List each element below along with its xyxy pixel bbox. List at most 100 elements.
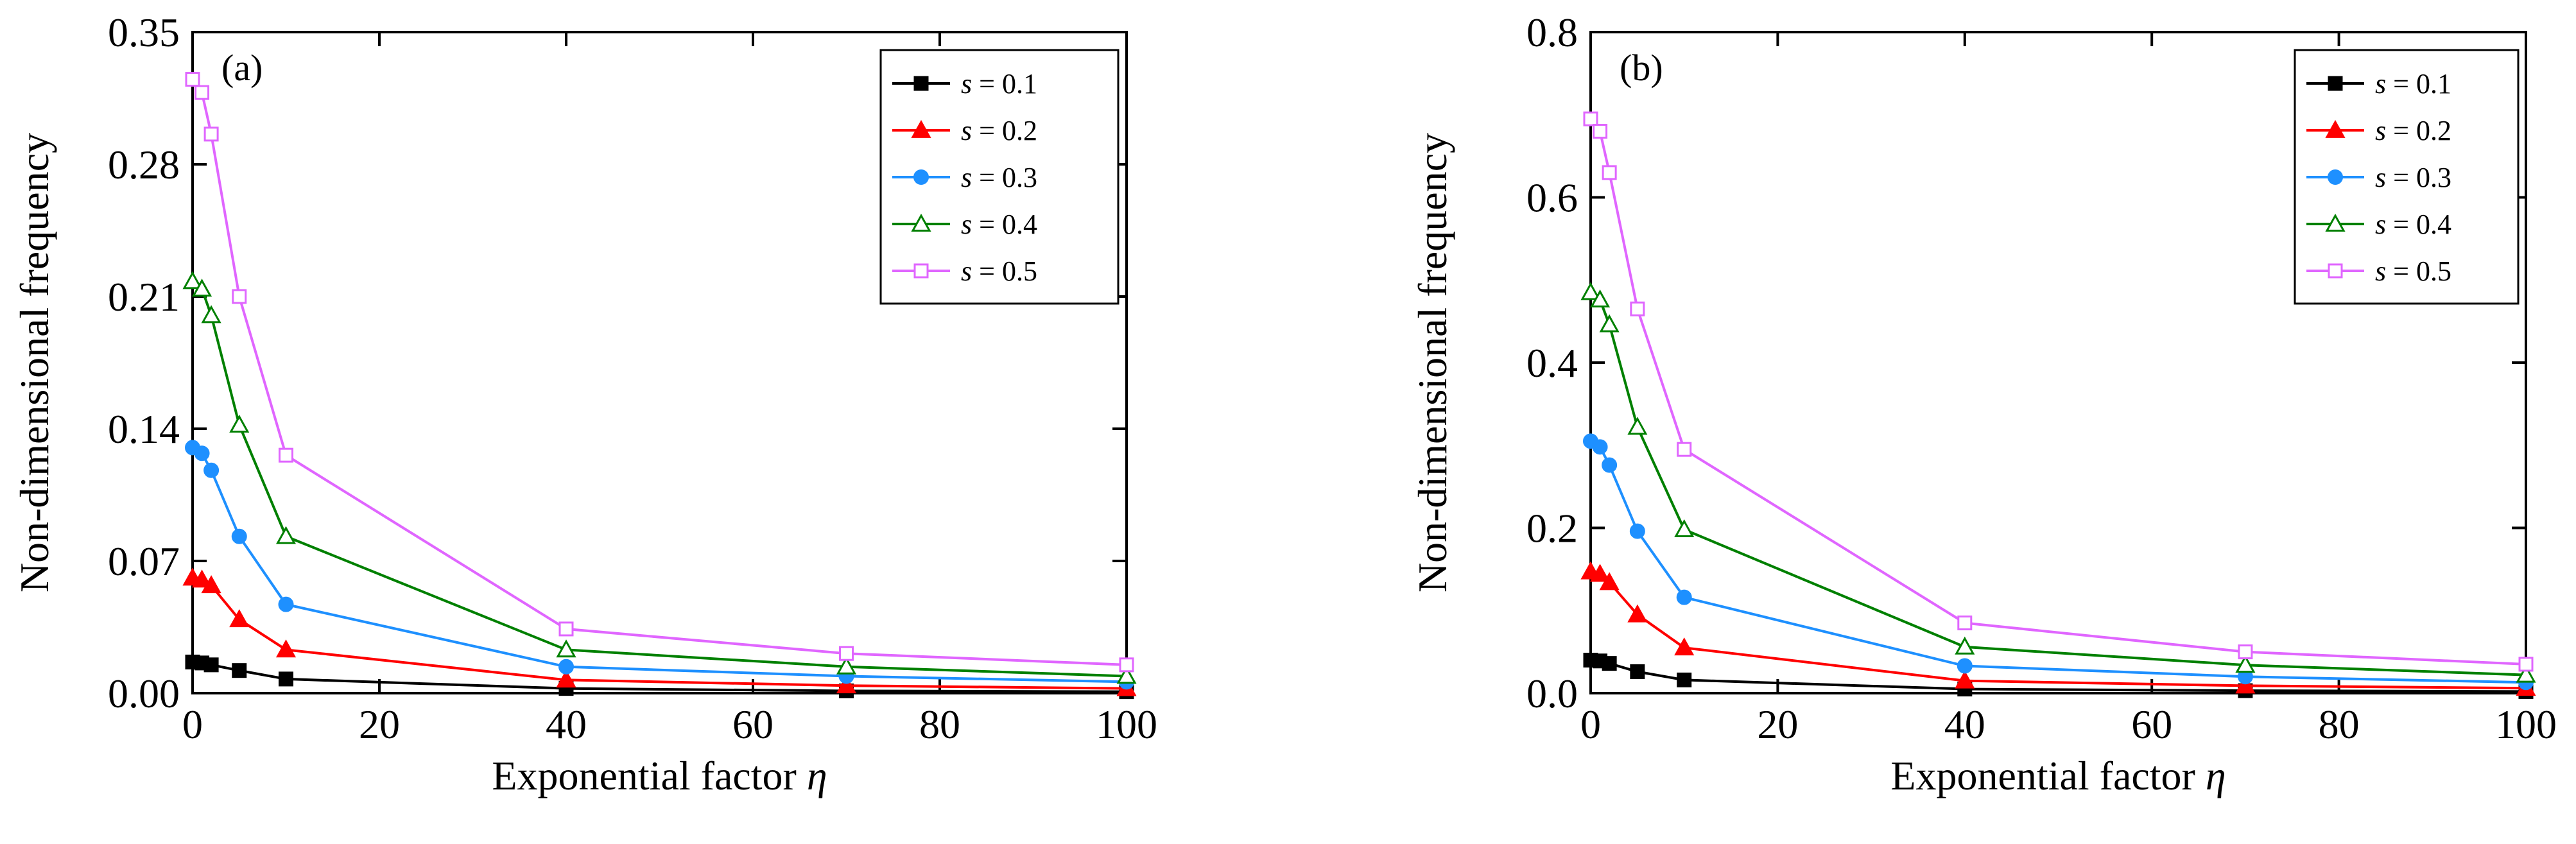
- x-tick-label: 60: [2131, 702, 2172, 747]
- series-line: [1589, 291, 2527, 676]
- data-point: [1116, 666, 1137, 684]
- data-point: [185, 72, 200, 87]
- y-tick-label: 0.00: [108, 671, 180, 716]
- legend-label-value: = 0.5: [2386, 255, 2451, 287]
- data-point: [1674, 519, 1695, 537]
- data-point: [1602, 656, 1617, 671]
- data-point: [1590, 289, 1611, 308]
- legend-swatch-marker: [2328, 76, 2343, 91]
- series-03: [185, 440, 1134, 690]
- data-point: [556, 639, 576, 658]
- data-point: [231, 528, 247, 544]
- x-axis-label-symbol: η: [807, 753, 827, 798]
- x-axis-label-text: Exponential factor: [492, 753, 806, 798]
- legend-label: s = 0.4: [961, 209, 1037, 240]
- x-tick-label: 40: [1944, 702, 1985, 747]
- legend-label-var: s: [2375, 209, 2386, 240]
- data-point: [2235, 655, 2256, 673]
- data-point: [1592, 439, 1608, 455]
- legend-label-var: s: [2375, 68, 2386, 99]
- data-point: [279, 447, 293, 463]
- panel-label: (b): [1620, 47, 1663, 89]
- y-axis-label: Non-dimensional frequency: [1410, 133, 1455, 592]
- data-point: [2235, 675, 2256, 694]
- legend-label-value: = 0.3: [2386, 162, 2451, 193]
- x-tick-label: 100: [2495, 702, 2557, 747]
- legend-label-var: s: [961, 115, 972, 146]
- legend: s = 0.1s = 0.2s = 0.3s = 0.4s = 0.5: [879, 49, 1119, 305]
- data-point: [1593, 124, 1608, 139]
- legend-label: s = 0.5: [961, 255, 1037, 287]
- data-point: [203, 126, 219, 142]
- data-point: [1957, 616, 1973, 631]
- data-point: [201, 575, 221, 594]
- series-05: [185, 72, 1134, 673]
- data-point: [229, 415, 250, 433]
- legend-item: s = 0.1: [892, 68, 1037, 99]
- data-point: [229, 609, 250, 628]
- legend-item: s = 0.5: [892, 255, 1037, 287]
- legend-swatch-marker: [2325, 119, 2346, 138]
- legend-label-value: = 0.5: [972, 255, 1037, 287]
- data-point: [203, 462, 220, 478]
- data-point: [232, 663, 247, 678]
- legend-label: s = 0.1: [961, 68, 1037, 99]
- data-point: [1602, 457, 1618, 473]
- y-tick-label: 0.14: [108, 406, 180, 452]
- data-point: [182, 271, 203, 289]
- legend: s = 0.1s = 0.2s = 0.3s = 0.4s = 0.5: [2294, 49, 2520, 305]
- plot-frame: [191, 31, 1128, 694]
- data-point: [192, 569, 212, 588]
- legend-item: s = 0.3: [892, 162, 1037, 193]
- series-04: [1580, 282, 2536, 683]
- data-point: [558, 659, 574, 675]
- chart-panel-a: 0 20 40 60 80 100 0.00 0.07 0.14 0.21 0.28 0.35 Expo…: [12, 10, 1157, 798]
- data-point: [558, 621, 574, 637]
- data-point: [1627, 604, 1648, 623]
- legend-label: s = 0.2: [961, 115, 1037, 146]
- data-point: [194, 85, 210, 100]
- y-tick-label: 0.21: [108, 274, 180, 320]
- data-point: [1580, 282, 1601, 300]
- data-point: [2518, 657, 2534, 672]
- legend-item: s = 0.5: [2306, 255, 2451, 287]
- data-point: [1630, 664, 1645, 680]
- x-tick-label: 20: [1757, 702, 1798, 747]
- y-tick-label: 0.28: [108, 142, 180, 187]
- x-axis-label: Exponential factor η: [1890, 753, 2226, 798]
- y-tick-label: 0.07: [108, 538, 180, 584]
- series-02: [182, 567, 1137, 696]
- series-02: [1580, 561, 2536, 696]
- legend-label-var: s: [961, 255, 972, 287]
- panel-label: (a): [221, 47, 263, 89]
- legend-label-value: = 0.1: [972, 68, 1037, 99]
- data-point: [203, 657, 219, 673]
- legend-label-value: = 0.1: [2386, 68, 2451, 99]
- legend-item: s = 0.4: [892, 209, 1037, 240]
- x-axis-label: Exponential factor η: [492, 753, 827, 798]
- legend-label-value: = 0.4: [972, 209, 1037, 240]
- series-04: [182, 271, 1137, 684]
- legend-label-value: = 0.2: [2386, 115, 2451, 146]
- data-point: [2238, 644, 2253, 660]
- legend-swatch-marker: [913, 169, 929, 185]
- legend-label: s = 0.3: [2375, 162, 2451, 193]
- data-point: [1674, 637, 1695, 656]
- series-01: [1583, 653, 2534, 699]
- legend-label: s = 0.4: [2375, 209, 2451, 240]
- legend-label-var: s: [961, 162, 972, 193]
- legend-label: s = 0.5: [2375, 255, 2451, 287]
- y-tick-label: 0.4: [1526, 340, 1578, 386]
- data-point: [1602, 165, 1617, 180]
- data-point: [279, 671, 293, 687]
- data-point: [192, 279, 212, 297]
- data-point: [1599, 572, 1620, 590]
- legend-label-var: s: [2375, 255, 2386, 287]
- data-point: [1629, 523, 1645, 539]
- data-point: [275, 526, 297, 544]
- legend-item: s = 0.2: [2306, 115, 2451, 146]
- data-point: [1955, 670, 1975, 689]
- series-05: [1583, 111, 2534, 672]
- legend-label-value: = 0.4: [2386, 209, 2451, 240]
- data-point: [1677, 672, 1692, 687]
